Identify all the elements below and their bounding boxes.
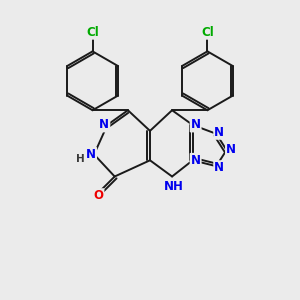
Text: H: H [76, 154, 85, 164]
Text: N: N [214, 161, 224, 174]
Text: N: N [99, 118, 110, 131]
Text: N: N [214, 126, 224, 139]
Text: O: O [94, 189, 103, 202]
Text: N: N [190, 154, 201, 167]
Text: N: N [226, 143, 236, 157]
Text: N: N [86, 148, 96, 161]
Text: Cl: Cl [86, 26, 99, 39]
Text: Cl: Cl [201, 26, 214, 39]
Text: NH: NH [164, 180, 184, 193]
Text: N: N [190, 118, 201, 131]
